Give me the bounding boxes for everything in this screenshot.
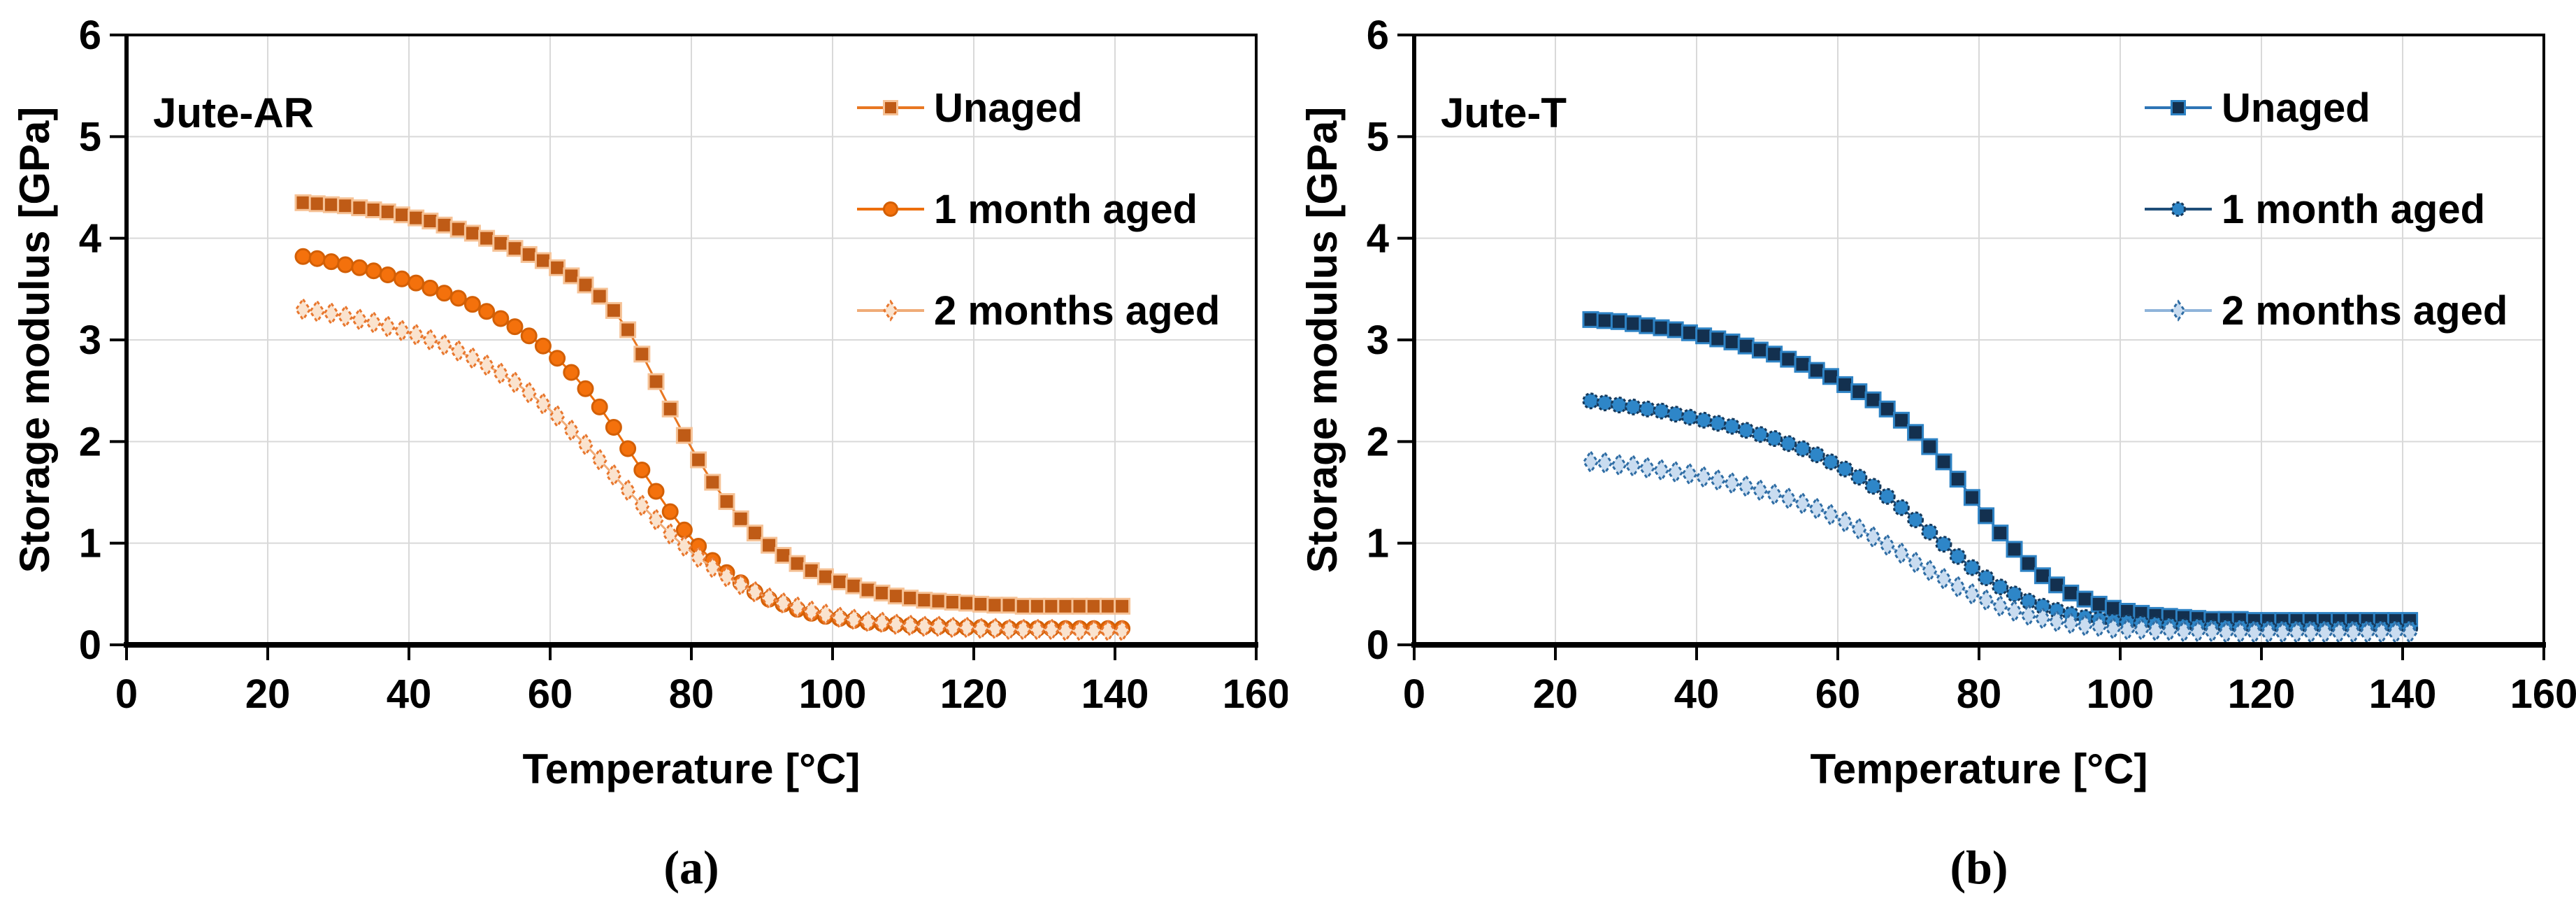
y-axis-title: Storage modulus [GPa] xyxy=(11,107,58,574)
svg-text:80: 80 xyxy=(669,671,714,717)
svg-text:20: 20 xyxy=(245,671,291,717)
panel-title: Jute-T xyxy=(1441,90,1567,136)
legend-item-2-months-aged: 2 months aged xyxy=(857,288,1220,334)
caption-a: (a) xyxy=(663,841,719,894)
svg-text:1: 1 xyxy=(1367,521,1389,567)
series-2-months-aged xyxy=(294,297,1130,643)
gridlines xyxy=(1414,35,2544,645)
x-axis-tick-labels: 0 20 40 60 80 100 120 140 160 xyxy=(115,671,1288,717)
svg-text:160: 160 xyxy=(2510,671,2576,717)
legend-item-2-months-aged: 2 months aged xyxy=(2145,288,2507,334)
svg-text:0: 0 xyxy=(115,671,138,717)
y-axis-title: Storage modulus [GPa] xyxy=(1299,107,1346,574)
svg-text:5: 5 xyxy=(1367,114,1389,159)
svg-text:0: 0 xyxy=(1367,622,1389,668)
svg-text:1 month aged: 1 month aged xyxy=(2222,187,2485,232)
legend-item-unaged: Unaged xyxy=(857,85,1083,131)
svg-text:40: 40 xyxy=(1674,671,1720,717)
svg-text:140: 140 xyxy=(2369,671,2437,717)
legend: Unaged 1 month aged 2 months aged xyxy=(857,85,1220,334)
svg-text:4: 4 xyxy=(1367,216,1389,262)
svg-text:Unaged: Unaged xyxy=(934,85,1083,131)
svg-text:140: 140 xyxy=(1081,671,1149,717)
svg-text:0: 0 xyxy=(1403,671,1425,717)
caption-b: (b) xyxy=(1950,841,2008,894)
chart-panel-a: 0 1 2 3 4 5 6 0 20 40 60 80 100 120 140 160 Temperature … xyxy=(11,13,1288,894)
svg-text:60: 60 xyxy=(528,671,573,717)
svg-text:1 month aged: 1 month aged xyxy=(934,187,1197,232)
svg-text:0: 0 xyxy=(79,622,101,668)
legend: Unaged 1 month aged 2 months aged xyxy=(2145,85,2507,334)
svg-text:5: 5 xyxy=(79,114,101,159)
chart-panel-b: 0 1 2 3 4 5 6 0 20 40 60 80 100 120 140 160 Temperature … xyxy=(1288,0,2576,919)
y-axis-tick-labels: 0 1 2 3 4 5 6 xyxy=(79,13,101,668)
series-unaged xyxy=(294,194,1131,615)
svg-text:6: 6 xyxy=(79,13,101,58)
svg-text:3: 3 xyxy=(79,318,101,363)
svg-text:2: 2 xyxy=(1367,419,1389,464)
svg-text:60: 60 xyxy=(1815,671,1861,717)
axis-ticks xyxy=(110,34,1258,660)
legend-item-1-month-aged: 1 month aged xyxy=(2145,187,2485,232)
svg-text:2: 2 xyxy=(79,419,101,464)
svg-text:120: 120 xyxy=(2228,671,2296,717)
svg-text:3: 3 xyxy=(1367,318,1389,363)
svg-text:80: 80 xyxy=(1957,671,2002,717)
x-axis-tick-labels: 0 20 40 60 80 100 120 140 160 xyxy=(1403,671,2576,717)
svg-text:2 months aged: 2 months aged xyxy=(934,288,1220,334)
svg-text:6: 6 xyxy=(1367,13,1389,58)
svg-text:40: 40 xyxy=(387,671,432,717)
svg-text:120: 120 xyxy=(940,671,1008,717)
svg-text:2 months aged: 2 months aged xyxy=(2222,288,2507,334)
x-axis-title: Temperature [°C] xyxy=(523,746,861,792)
x-axis-title: Temperature [°C] xyxy=(1811,746,2148,792)
svg-text:1: 1 xyxy=(79,521,101,567)
svg-text:4: 4 xyxy=(79,216,101,262)
svg-text:20: 20 xyxy=(1533,671,1578,717)
svg-text:100: 100 xyxy=(2087,671,2154,717)
svg-text:160: 160 xyxy=(1223,671,1288,717)
svg-text:Unaged: Unaged xyxy=(2222,85,2370,131)
axis-ticks xyxy=(1397,34,2545,660)
legend-item-1-month-aged: 1 month aged xyxy=(857,187,1197,232)
svg-text:100: 100 xyxy=(799,671,867,717)
legend-item-unaged: Unaged xyxy=(2145,85,2370,131)
panel-title: Jute-AR xyxy=(153,90,314,136)
y-axis-tick-labels: 0 1 2 3 4 5 6 xyxy=(1367,13,1389,668)
